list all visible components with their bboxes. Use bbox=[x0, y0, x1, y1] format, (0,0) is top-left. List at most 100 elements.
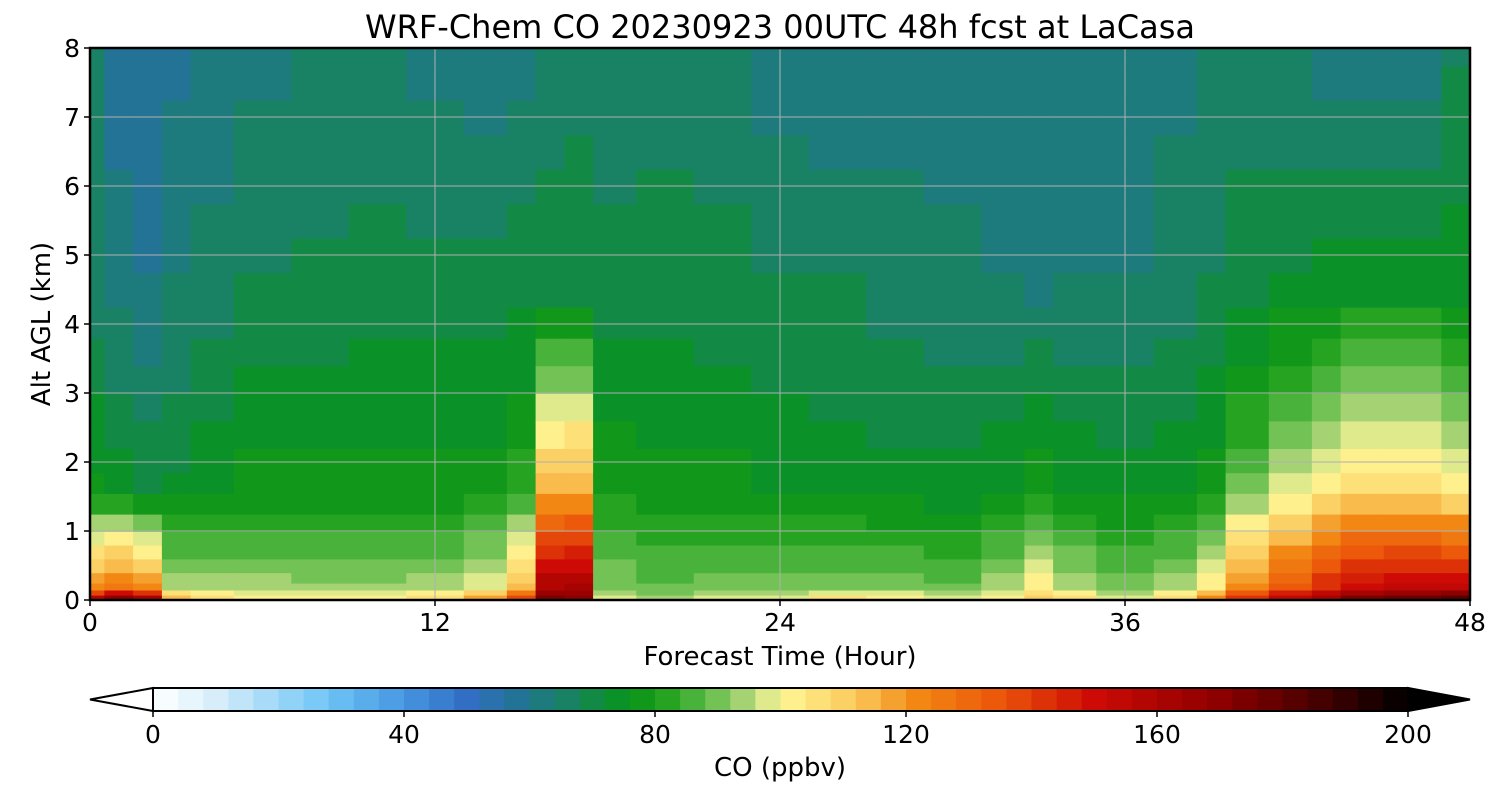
contour-cell bbox=[1340, 365, 1385, 394]
contour-cell bbox=[1225, 472, 1270, 494]
contour-cell bbox=[1153, 48, 1198, 67]
contour-cell bbox=[1441, 589, 1470, 596]
colorbar-swatch bbox=[429, 688, 455, 711]
contour-cell bbox=[564, 472, 594, 494]
contour-cell bbox=[233, 65, 293, 101]
contour-cell bbox=[1311, 572, 1342, 584]
contour-cell bbox=[1383, 134, 1443, 170]
contour-cell bbox=[1053, 513, 1097, 532]
contour-cell bbox=[808, 594, 868, 599]
contour-cell bbox=[1053, 472, 1097, 494]
contour-cell bbox=[1268, 448, 1313, 474]
contour-cell bbox=[564, 448, 594, 474]
contour-cell bbox=[1311, 306, 1342, 339]
contour-cell bbox=[923, 531, 983, 546]
colorbar-swatch bbox=[780, 688, 807, 711]
contour-cell bbox=[535, 558, 566, 574]
contour-cell bbox=[190, 589, 235, 596]
x-tick-label: 36 bbox=[1109, 608, 1141, 637]
colorbar-tick-label: 120 bbox=[882, 720, 930, 749]
contour-cell bbox=[161, 493, 192, 515]
contour-cell bbox=[593, 493, 637, 515]
contour-cell bbox=[90, 420, 106, 449]
contour-cell bbox=[1053, 203, 1097, 239]
contour-cell bbox=[808, 558, 868, 574]
contour-cell bbox=[1268, 582, 1313, 591]
contour-cell bbox=[506, 337, 537, 367]
contour-cell bbox=[808, 65, 868, 101]
contour-cell bbox=[90, 134, 106, 170]
contour-cell bbox=[348, 544, 408, 560]
contour-cell bbox=[1383, 472, 1443, 494]
contour-cell bbox=[593, 572, 637, 584]
contour-cell bbox=[1383, 558, 1443, 574]
colorbar-swatch bbox=[1232, 688, 1258, 711]
contour-cell bbox=[1383, 306, 1443, 339]
contour-cell bbox=[1196, 306, 1227, 339]
contour-cell bbox=[133, 448, 163, 474]
contour-cell bbox=[636, 365, 695, 394]
contour-cell bbox=[636, 65, 695, 101]
contour-cell bbox=[1311, 134, 1342, 170]
colorbar-tick-label: 40 bbox=[388, 720, 420, 749]
contour-cell bbox=[1153, 337, 1198, 367]
contour-cell bbox=[1311, 493, 1342, 515]
contour-cell bbox=[535, 544, 566, 560]
contour-cell bbox=[593, 589, 637, 596]
contour-cell bbox=[463, 531, 508, 546]
contour-cell bbox=[535, 594, 566, 599]
contour-cell bbox=[1153, 306, 1198, 339]
contour-cell bbox=[981, 134, 1026, 170]
contour-cell bbox=[1311, 544, 1342, 560]
colorbar-swatch bbox=[680, 688, 706, 711]
contour-cell bbox=[981, 393, 1026, 422]
colorbar-swatch bbox=[1182, 688, 1208, 711]
contour-cell bbox=[923, 306, 983, 339]
contour-cell bbox=[291, 48, 350, 67]
contour-cell bbox=[1340, 544, 1385, 560]
contour-cell bbox=[981, 48, 1026, 67]
x-tick-label: 12 bbox=[419, 608, 451, 637]
contour-cell bbox=[636, 594, 695, 599]
contour-cell bbox=[923, 272, 983, 308]
colorbar-swatch bbox=[153, 688, 179, 711]
contour-cell bbox=[104, 448, 134, 474]
contour-cell bbox=[90, 544, 106, 560]
contour-cell bbox=[693, 365, 753, 394]
contour-cell bbox=[564, 48, 594, 67]
contour-cell bbox=[1153, 134, 1198, 170]
contour-cell bbox=[981, 272, 1026, 308]
contour-cell bbox=[348, 272, 408, 308]
contour-cell bbox=[1153, 589, 1198, 596]
contour-cell bbox=[593, 420, 637, 449]
contour-cell bbox=[535, 337, 566, 367]
contour-cell bbox=[233, 272, 293, 308]
contour-cell bbox=[593, 393, 637, 422]
contour-cell bbox=[463, 589, 508, 596]
contour-cell bbox=[90, 448, 106, 474]
contour-cell bbox=[1053, 544, 1097, 560]
contour-cell bbox=[90, 513, 106, 532]
contour-cell bbox=[923, 513, 983, 532]
contour-cell bbox=[233, 306, 293, 339]
contour-cell bbox=[291, 393, 350, 422]
contour-cell bbox=[190, 337, 235, 367]
contour-cell bbox=[190, 472, 235, 494]
contour-cell bbox=[161, 594, 192, 599]
colorbar-swatch bbox=[655, 688, 681, 711]
contour-cell bbox=[348, 589, 408, 596]
y-tick-label: 3 bbox=[64, 379, 80, 408]
contour-cell bbox=[133, 203, 163, 239]
contour-cell bbox=[564, 513, 594, 532]
contour-cell bbox=[1153, 420, 1198, 449]
contour-cell bbox=[1340, 134, 1385, 170]
y-tick-label: 1 bbox=[64, 517, 80, 546]
contour-cell bbox=[1153, 365, 1198, 394]
contour-cell bbox=[1383, 589, 1443, 596]
contour-cell bbox=[190, 272, 235, 308]
contour-cell bbox=[981, 448, 1026, 474]
contour-cell bbox=[1311, 594, 1342, 599]
contour-cell bbox=[1268, 513, 1313, 532]
colorbar-swatch bbox=[1056, 688, 1083, 711]
